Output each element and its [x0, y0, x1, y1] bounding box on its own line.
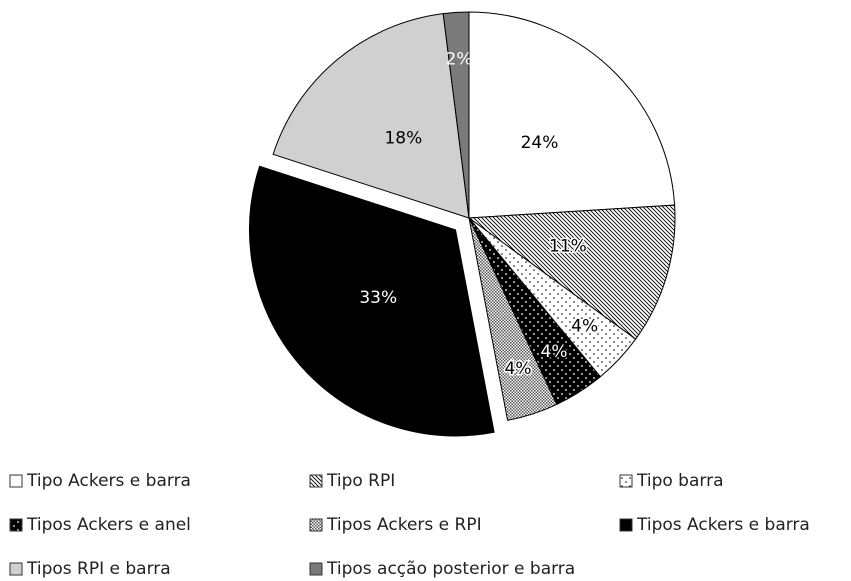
legend-swatch — [9, 562, 23, 576]
pie-slice — [467, 204, 676, 340]
legend-label: Tipo barra — [636, 471, 724, 491]
legend-swatch — [309, 518, 323, 532]
legend-label: Tipos acção posterior e barra — [326, 559, 575, 579]
legend-swatch — [619, 474, 633, 488]
slice-label: 4% — [541, 342, 568, 362]
legend-label: Tipo Ackers e barra — [26, 471, 191, 491]
slice-label: 18% — [384, 129, 422, 149]
legend-swatch — [9, 474, 23, 488]
slice-label: 4% — [505, 359, 532, 379]
pie-slice — [468, 217, 558, 421]
pie-slice — [272, 13, 470, 219]
pie-slice — [442, 11, 470, 219]
legend-swatch — [9, 518, 23, 532]
legend-swatch — [309, 562, 323, 576]
legend-swatch — [309, 474, 323, 488]
legend-label: Tipos Ackers e barra — [636, 515, 810, 535]
pie-slice — [468, 11, 676, 219]
slice-label: 4% — [571, 317, 598, 337]
legend-label: Tipos Ackers e RPI — [326, 515, 482, 535]
slice-label: 24% — [521, 133, 559, 153]
legend-label: Tipos Ackers e anel — [26, 515, 191, 535]
legend-label: Tipos RPI e barra — [26, 559, 171, 579]
slice-label: 33% — [359, 288, 397, 308]
legend-label: Tipo RPI — [326, 471, 395, 491]
pie-slice — [249, 165, 495, 437]
slice-label: 2% — [446, 50, 473, 70]
slice-label: 11% — [549, 237, 587, 257]
legend-swatch — [619, 518, 633, 532]
